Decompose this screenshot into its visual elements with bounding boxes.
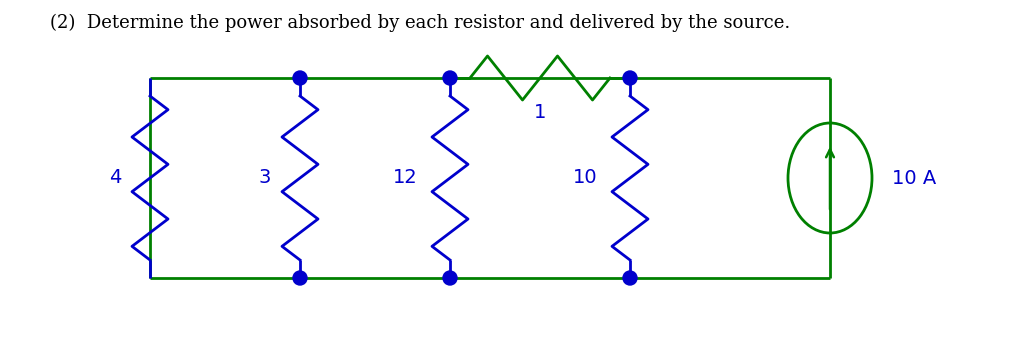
Text: 4: 4 <box>109 168 121 188</box>
Circle shape <box>443 271 457 285</box>
Text: 1: 1 <box>534 103 546 122</box>
Circle shape <box>623 271 637 285</box>
Text: 10: 10 <box>572 168 597 188</box>
Text: (2)  Determine the power absorbed by each resistor and delivered by the source.: (2) Determine the power absorbed by each… <box>50 14 791 32</box>
Text: 3: 3 <box>259 168 271 188</box>
Text: 12: 12 <box>392 168 418 188</box>
Circle shape <box>293 71 307 85</box>
Circle shape <box>293 271 307 285</box>
Circle shape <box>623 71 637 85</box>
Circle shape <box>443 71 457 85</box>
Text: 10 A: 10 A <box>892 168 936 188</box>
